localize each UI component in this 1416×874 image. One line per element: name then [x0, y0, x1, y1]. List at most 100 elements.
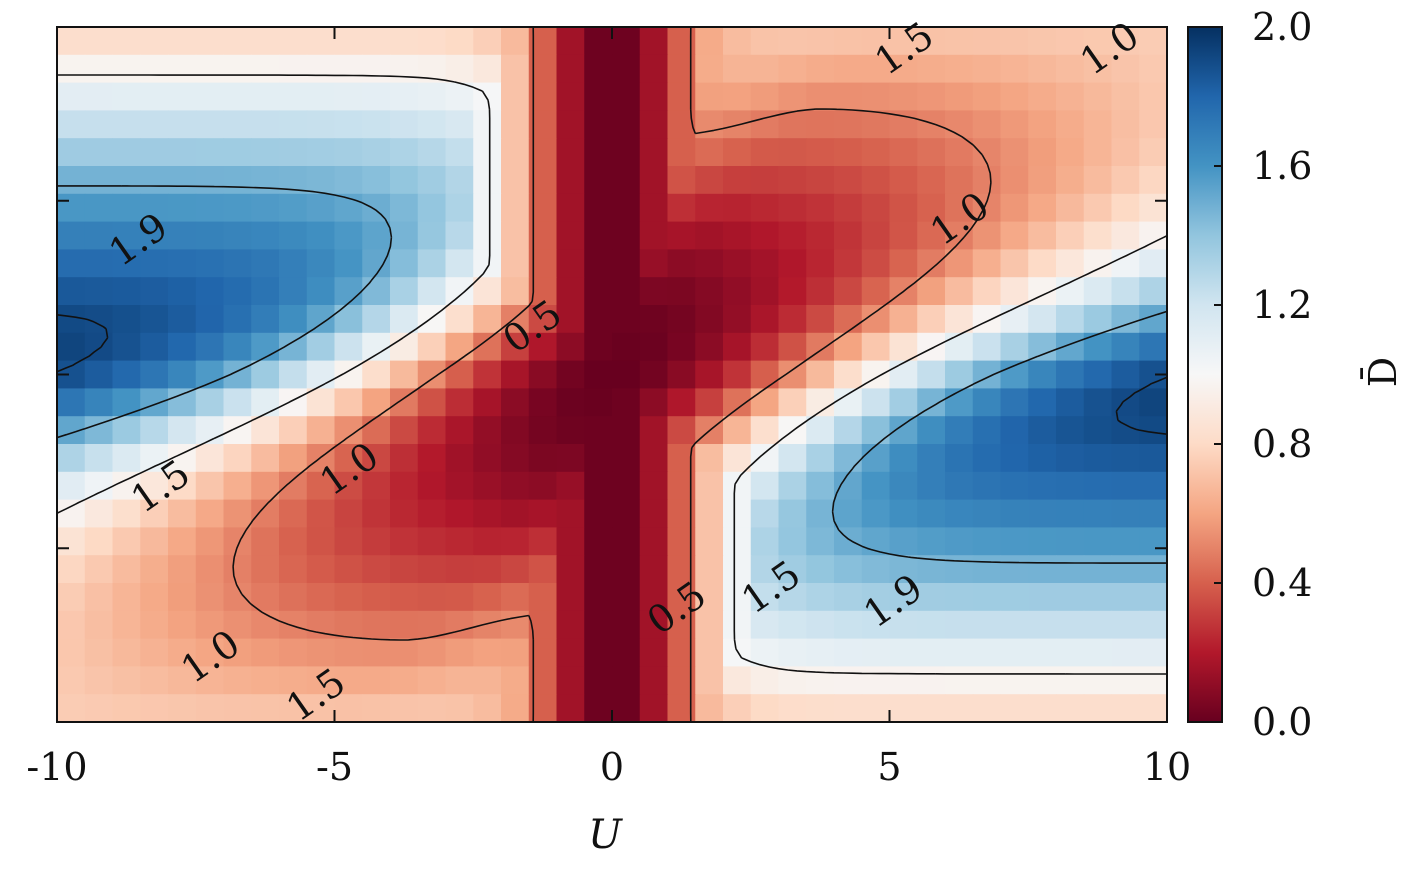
heatmap-cell	[1056, 638, 1085, 667]
heatmap-cell	[112, 360, 141, 389]
heatmap-cell	[112, 471, 141, 501]
heatmap-cell	[501, 416, 530, 445]
heatmap-cell	[695, 138, 724, 167]
heatmap-cell	[1000, 499, 1029, 528]
heatmap-cell	[417, 388, 447, 417]
heatmap-cell	[473, 583, 502, 612]
heatmap-cell	[1000, 27, 1029, 56]
heatmap-cell	[556, 610, 585, 640]
heatmap-cell	[306, 388, 336, 417]
heatmap-cell	[168, 249, 197, 278]
heatmap-cell	[1139, 444, 1168, 473]
heatmap-cell	[445, 388, 474, 417]
heatmap-cell	[84, 666, 114, 695]
heatmap-cell	[723, 388, 752, 417]
heatmap-cell	[140, 583, 169, 612]
heatmap-cell	[306, 471, 336, 501]
heatmap-cell	[584, 666, 613, 695]
heatmap-cell	[695, 360, 724, 389]
heatmap-cell	[473, 499, 502, 528]
heatmap-cell	[57, 471, 86, 501]
heatmap-cell	[445, 444, 474, 473]
heatmap-cell	[528, 583, 558, 612]
x-tick-labels: -10 -5 0 5 10	[26, 745, 1191, 789]
heatmap-cell	[639, 166, 669, 195]
heatmap-cell	[1111, 527, 1140, 556]
heatmap-cell	[306, 110, 336, 139]
heatmap-cell	[223, 110, 252, 139]
heatmap-cell	[972, 471, 1002, 501]
heatmap-cell	[778, 249, 807, 278]
heatmap-cell	[1028, 110, 1057, 139]
heatmap-cell	[778, 555, 807, 584]
heatmap-cell	[1083, 388, 1113, 417]
heatmap-cell	[362, 193, 391, 223]
heatmap-cell	[528, 499, 558, 528]
heatmap-cell	[972, 110, 1002, 139]
colorbar-ticks	[1214, 26, 1222, 723]
heatmap-cell	[778, 360, 807, 389]
heatmap-cell	[57, 193, 86, 223]
heatmap-cell	[750, 360, 780, 389]
heatmap-cell	[639, 54, 669, 84]
heatmap-cell	[223, 471, 252, 501]
heatmap-cell	[889, 27, 918, 56]
heatmap-cell	[473, 555, 502, 584]
heatmap-cell	[806, 471, 835, 501]
heatmap-cell	[306, 583, 336, 612]
heatmap-cell	[556, 471, 585, 501]
heatmap-cell	[1056, 666, 1085, 695]
heatmap-cell	[861, 27, 891, 56]
heatmap-cell	[334, 82, 363, 111]
heatmap-cell	[501, 638, 530, 667]
heatmap-cell	[556, 332, 585, 362]
heatmap-cell	[390, 277, 419, 306]
heatmap-cell	[501, 666, 530, 695]
heatmap-cell	[251, 555, 280, 584]
heatmap-cell	[195, 583, 225, 612]
heatmap-cell	[112, 193, 141, 223]
heatmap-cell	[445, 360, 474, 389]
heatmap-cell	[445, 332, 474, 362]
heatmap-cell	[889, 471, 918, 501]
heatmap-cell	[667, 193, 696, 223]
heatmap-cell	[612, 332, 641, 362]
heatmap-cell	[1111, 555, 1140, 584]
heatmap-cell	[279, 388, 308, 417]
heatmap-cell	[584, 193, 613, 223]
heatmap-cell	[334, 166, 363, 195]
heatmap-cell	[140, 277, 169, 306]
heatmap-cell	[390, 444, 419, 473]
heatmap-cell	[84, 166, 114, 195]
heatmap-cell	[390, 666, 419, 695]
heatmap-cell	[279, 54, 308, 84]
heatmap-cell	[778, 610, 807, 640]
heatmap-cell	[972, 638, 1002, 667]
heatmap-cell	[501, 193, 530, 223]
heatmap-cell	[362, 54, 391, 84]
heatmap-cell	[445, 527, 474, 556]
heatmap-cell	[889, 193, 918, 223]
x-tick-label: 10	[1143, 745, 1191, 789]
heatmap-cell	[1139, 638, 1168, 667]
heatmap-cell	[168, 110, 197, 139]
heatmap-cell	[528, 388, 558, 417]
heatmap-cell	[1083, 54, 1113, 84]
heatmap-cell	[584, 555, 613, 584]
heatmap-cell	[556, 388, 585, 417]
heatmap-cell	[57, 666, 86, 695]
heatmap-cell	[1028, 416, 1057, 445]
heatmap-cell	[861, 82, 891, 111]
heatmap-cell	[112, 444, 141, 473]
heatmap-cell	[362, 221, 391, 250]
heatmap-cell	[1000, 444, 1029, 473]
heatmap-cell	[834, 583, 863, 612]
heatmap-cell	[889, 249, 918, 278]
heatmap-cell	[195, 332, 225, 362]
heatmap-cell	[667, 27, 696, 56]
heatmap-cell	[667, 305, 696, 334]
heatmap-cell	[84, 638, 114, 667]
heatmap-cell	[223, 27, 252, 56]
heatmap-cell	[334, 221, 363, 250]
